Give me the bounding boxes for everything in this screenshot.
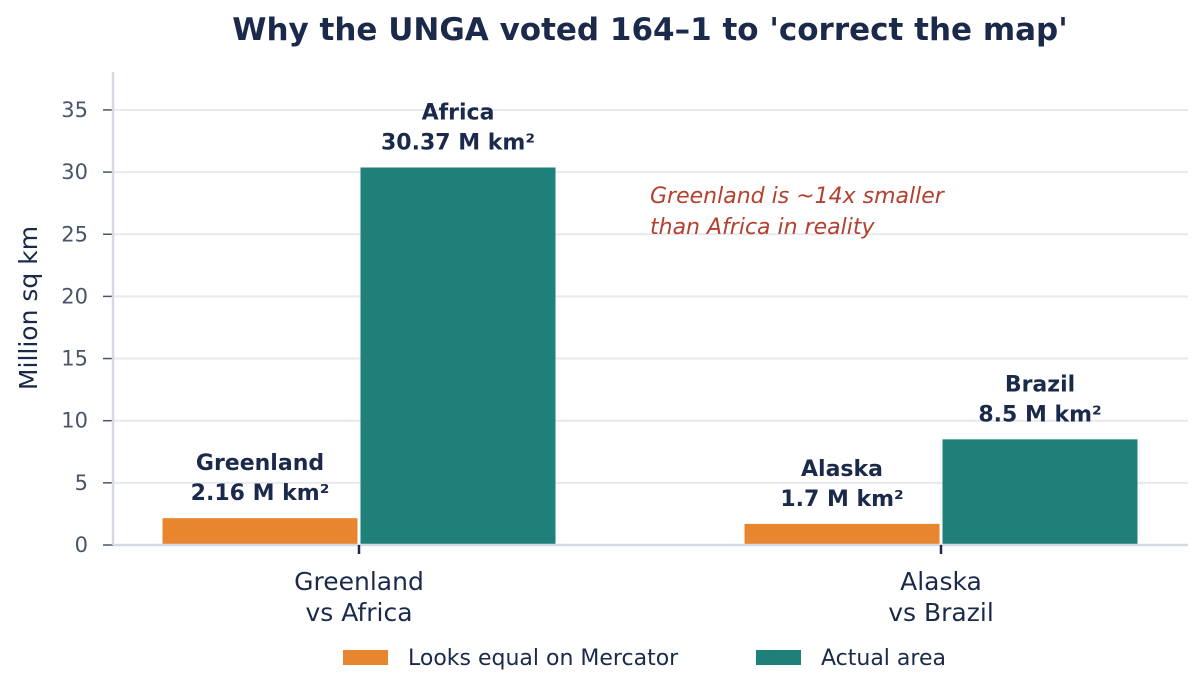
x-tick-label: Alaska (900, 567, 982, 596)
annotation: Greenland is ~14x smaller than Africa in … (650, 184, 946, 240)
chart-title: Why the UNGA voted 164–1 to 'correct the… (232, 12, 1068, 48)
y-tick-label: 15 (61, 347, 88, 371)
bar (942, 439, 1138, 545)
data-label: Greenland (196, 451, 324, 476)
y-tick-label: 20 (61, 284, 88, 308)
grid-lines (113, 108, 1188, 484)
legend-label: Looks equal on Mercator (408, 646, 679, 671)
y-tick-label: 10 (61, 409, 88, 433)
y-axis-label: Million sq km (14, 226, 43, 390)
data-label: Africa (422, 101, 495, 126)
y-tick-label: 0 (75, 533, 88, 557)
y-tick-label: 5 (75, 471, 88, 495)
y-tick-label: 25 (61, 222, 88, 246)
annotation-text: than Africa in reality (650, 215, 875, 240)
x-tick-label: Greenland (294, 567, 424, 596)
y-tick-label: 35 (61, 98, 88, 122)
bar (360, 167, 556, 545)
axes (111, 72, 1188, 547)
data-label: Brazil (1005, 372, 1075, 397)
bar (744, 523, 940, 545)
data-labels: Greenland 2.16 M km² Africa 30.37 M km² Alas… (191, 101, 1102, 512)
bar (162, 518, 358, 545)
y-tick-label: 30 (61, 160, 88, 184)
data-label: 1.7 M km² (780, 487, 903, 512)
data-label: 2.16 M km² (191, 481, 330, 506)
legend: Looks equal on Mercator Actual area (343, 646, 946, 671)
annotation-text: Greenland is ~14x smaller (650, 184, 946, 209)
legend-swatch (343, 650, 388, 665)
bars (162, 167, 1138, 545)
x-tick-label: vs Africa (305, 598, 412, 627)
data-label: Alaska (801, 457, 883, 482)
data-label: 30.37 M km² (381, 131, 535, 156)
x-tick-label: vs Brazil (888, 598, 994, 627)
data-label: 8.5 M km² (978, 402, 1101, 427)
y-axis-ticks: 0 5 10 15 20 25 30 35 (61, 98, 113, 557)
legend-swatch (756, 650, 801, 665)
legend-label: Actual area (821, 646, 946, 671)
